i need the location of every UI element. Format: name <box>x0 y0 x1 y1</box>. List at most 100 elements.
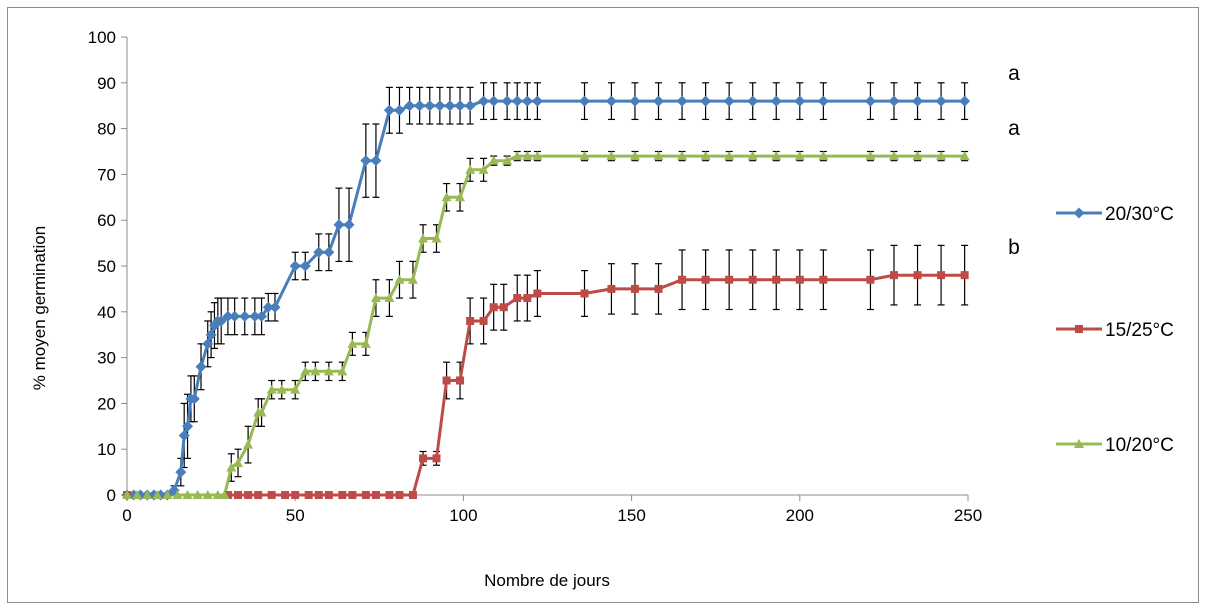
marker-15-25 <box>314 491 323 499</box>
marker-20-30 <box>444 100 456 112</box>
marker-20-30 <box>531 95 543 107</box>
x-tick-label: 0 <box>122 506 131 525</box>
marker-20-30 <box>393 104 405 116</box>
marker-10-20 <box>122 490 132 499</box>
marker-10-20 <box>212 490 223 499</box>
marker-10-20 <box>347 338 358 348</box>
marker-15-25 <box>385 491 394 499</box>
marker-10-20 <box>653 151 664 161</box>
marker-20-30 <box>195 361 207 373</box>
marker-10-20 <box>431 233 442 243</box>
marker-10-20 <box>243 439 254 449</box>
marker-20-30 <box>521 95 533 107</box>
marker-15-25 <box>499 303 508 312</box>
marker-20-30 <box>383 104 395 116</box>
marker-15-25 <box>607 284 616 293</box>
marker-20-30 <box>299 260 311 272</box>
marker-10-20 <box>606 151 617 161</box>
marker-10-20 <box>455 192 466 202</box>
y-tick-label: 10 <box>97 440 116 459</box>
marker-20-30 <box>414 100 426 112</box>
y-tick-label: 20 <box>97 394 116 413</box>
marker-15-25 <box>395 491 404 499</box>
marker-15-25 <box>442 376 451 385</box>
marker-10-20 <box>323 366 334 376</box>
marker-10-20 <box>202 490 213 499</box>
marker-20-30 <box>404 100 416 112</box>
marker-20-30 <box>478 95 490 107</box>
marker-20-30 <box>629 95 641 107</box>
marker-10-20 <box>300 366 311 376</box>
marker-10-20 <box>370 293 381 303</box>
marker-20-30 <box>249 310 261 322</box>
marker-10-20 <box>276 384 287 394</box>
marker-10-20 <box>912 151 923 161</box>
marker-20-30 <box>770 95 782 107</box>
y-tick-label: 60 <box>97 211 116 230</box>
y-tick-label: 40 <box>97 303 116 322</box>
y-tick-label: 90 <box>97 74 116 93</box>
marker-10-20 <box>407 274 418 284</box>
marker-15-25 <box>533 289 542 298</box>
marker-20-30 <box>817 95 829 107</box>
marker-15-25 <box>725 275 734 284</box>
marker-10-20 <box>219 490 230 499</box>
marker-20-30 <box>215 315 227 327</box>
marker-20-30 <box>501 95 513 107</box>
marker-10-20 <box>172 490 183 499</box>
legend-label-15-25: 15/25°C <box>1105 320 1174 341</box>
marker-10-20 <box>266 384 277 394</box>
marker-10-20 <box>579 151 590 161</box>
legend-marker-20-30 <box>1073 207 1085 219</box>
marker-15-25 <box>291 491 300 499</box>
y-tick-label: 50 <box>97 257 116 276</box>
y-axis-title: % moyen germination <box>30 226 49 390</box>
x-axis-title: Nombre de jours <box>484 571 610 590</box>
marker-15-25 <box>937 271 946 280</box>
marker-15-25 <box>795 275 804 284</box>
marker-20-30 <box>434 100 446 112</box>
marker-20-30 <box>205 329 217 341</box>
marker-15-25 <box>678 275 687 284</box>
marker-20-30 <box>313 246 325 258</box>
significance-annotations: a b a <box>1008 62 1020 259</box>
marker-20-30 <box>864 95 876 107</box>
marker-10-20 <box>865 151 876 161</box>
annotation-20-30: a <box>1008 62 1020 85</box>
marker-15-25 <box>324 491 333 499</box>
marker-15-25 <box>819 275 828 284</box>
marker-15-25 <box>244 491 253 499</box>
marker-15-25 <box>223 491 232 499</box>
marker-10-20 <box>522 151 533 161</box>
series-line-10-20 <box>127 154 965 497</box>
marker-15-25 <box>419 454 428 463</box>
marker-15-25 <box>748 275 757 284</box>
marker-15-25 <box>348 491 357 499</box>
marker-15-25 <box>479 316 488 325</box>
marker-10-20 <box>192 490 203 499</box>
marker-20-30 <box>424 100 436 112</box>
marker-15-25 <box>654 284 663 293</box>
marker-10-20 <box>182 490 193 499</box>
marker-20-30 <box>579 95 591 107</box>
error-bars <box>170 82 969 496</box>
legend: 20/30°C 15/25°C 10/20°C <box>1056 204 1174 456</box>
marker-20-30 <box>262 301 274 313</box>
legend-marker-10-20 <box>1074 439 1084 448</box>
x-tick-label: 100 <box>449 506 477 525</box>
legend-marker-15-25 <box>1075 325 1083 333</box>
marker-20-30 <box>182 420 194 432</box>
marker-10-20 <box>394 274 405 284</box>
marker-15-25 <box>772 275 781 284</box>
marker-20-30 <box>653 95 665 107</box>
marker-15-25 <box>338 491 347 499</box>
marker-20-30 <box>959 95 971 107</box>
legend-label-10-20: 10/20°C <box>1105 435 1174 456</box>
marker-15-25 <box>889 271 898 280</box>
marker-15-25 <box>466 316 475 325</box>
chart-frame <box>7 7 1199 603</box>
marker-20-30 <box>488 95 500 107</box>
series-line-15-25 <box>127 273 965 497</box>
marker-10-20 <box>724 151 735 161</box>
